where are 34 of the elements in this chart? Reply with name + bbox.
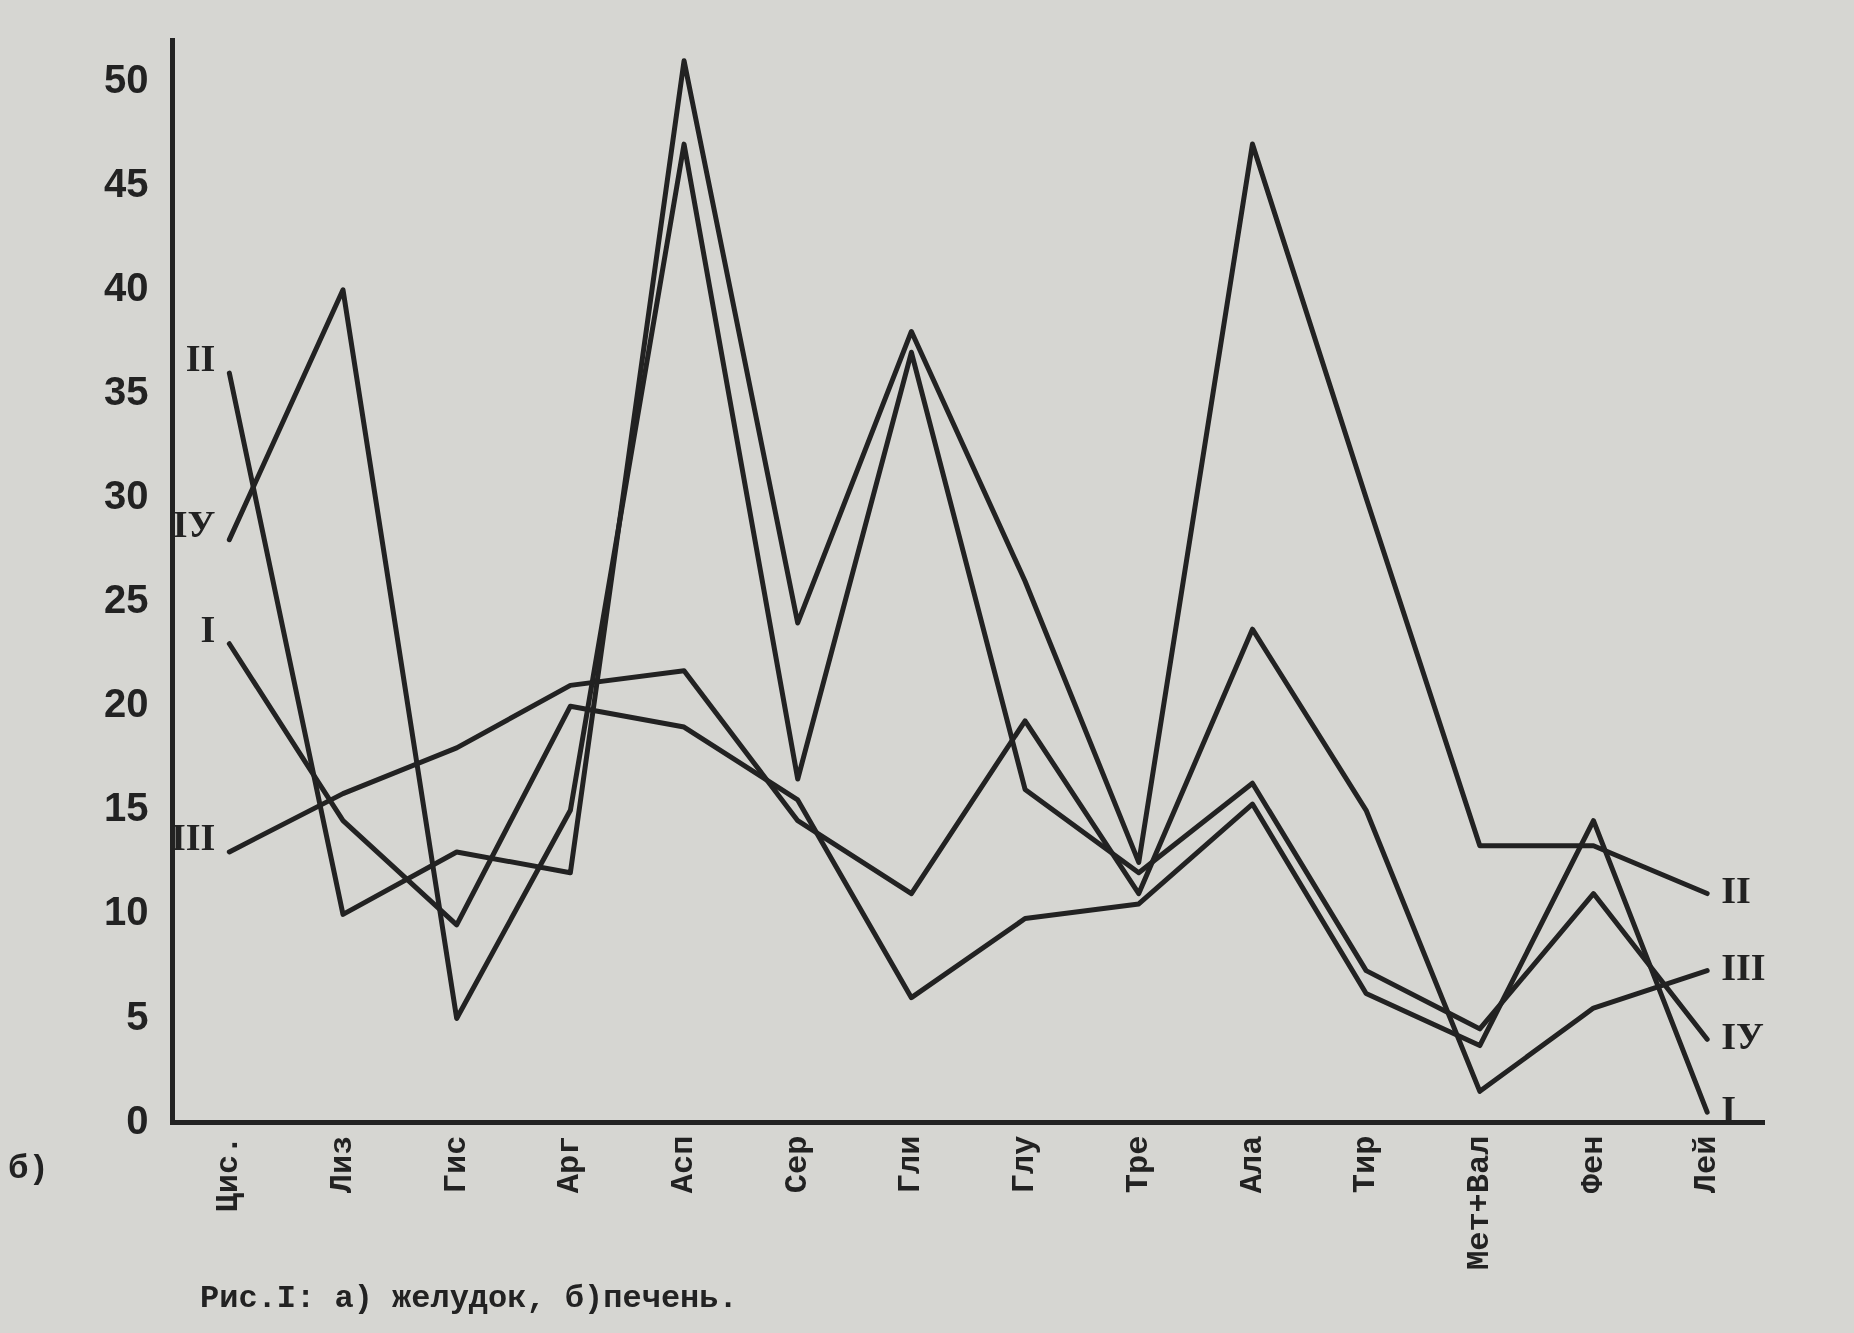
y-tick-label: 20 (103, 681, 149, 726)
y-tick-label: 30 (103, 473, 149, 518)
y-tick-label: 50 (103, 56, 149, 101)
text: б) (8, 1150, 49, 1188)
x-tick-label: Тре (1119, 1135, 1157, 1194)
text: II (185, 336, 216, 379)
x-tick-label: Арг (551, 1135, 589, 1194)
series-label: IУ (1721, 1015, 1764, 1058)
y-tick-label: 35 (103, 368, 149, 413)
series-label: III (1721, 946, 1766, 989)
series-label: II (1721, 869, 1751, 912)
y-tick-label: 15 (103, 785, 149, 830)
x-tick-label: Ала (1233, 1135, 1271, 1194)
y-tick-label: 40 (103, 264, 149, 309)
y-tick-label: 0 (126, 1097, 149, 1142)
x-tick-label: Мет+Вал (1460, 1135, 1498, 1270)
x-tick-label: Лиз (324, 1135, 362, 1194)
y-tick-label: 25 (103, 577, 149, 622)
y-tick-label: 45 (103, 160, 149, 205)
text: Рис.I: а) желудок, б)печень. (200, 1280, 738, 1317)
x-tick-label: Глу (1006, 1135, 1044, 1194)
text: I (200, 607, 216, 650)
x-tick-label: Тир (1347, 1135, 1385, 1194)
x-tick-label: Цис. (210, 1135, 248, 1213)
y-tick-label: 5 (126, 993, 149, 1038)
text: IУ (172, 503, 216, 546)
y-tick-label: 10 (103, 889, 149, 934)
text: III (170, 815, 216, 858)
x-tick-label: Асп (665, 1135, 703, 1194)
x-tick-label: Фен (1574, 1135, 1612, 1194)
x-tick-label: Гис (437, 1135, 475, 1194)
x-tick-label: Сер (778, 1135, 816, 1194)
x-tick-label: Лей (1688, 1135, 1726, 1194)
x-tick-label: Гли (892, 1135, 930, 1194)
